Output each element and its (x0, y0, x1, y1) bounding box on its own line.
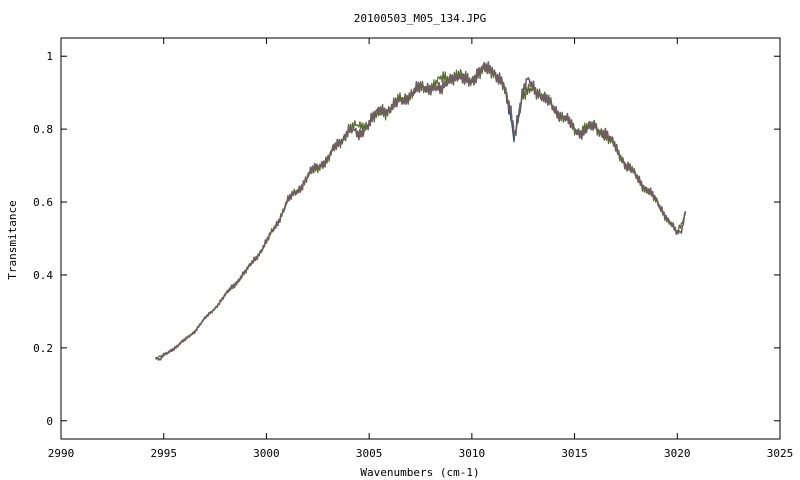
plot-frame (60, 37, 781, 440)
x-tick-label: 3010 (459, 447, 486, 460)
series-layer (154, 61, 687, 361)
x-tick-label: 3020 (664, 447, 691, 460)
x-axis-label: Wavenumbers (cm-1) (360, 466, 479, 479)
y-axis-ticks: 0 0.2 0.4 0.6 0.8 1 (33, 50, 780, 428)
x-tick-label: 2990 (48, 447, 75, 460)
series-line-1 (154, 63, 687, 360)
y-tick-label: 0.8 (33, 123, 53, 136)
y-axis-label: Transmitance (6, 200, 19, 279)
x-axis-ticks: 2990 2995 3000 3005 3010 3015 3020 3025 (48, 38, 794, 460)
x-tick-label: 2995 (150, 447, 177, 460)
y-tick-label: 0.2 (33, 342, 53, 355)
y-tick-label: 0.6 (33, 196, 53, 209)
chart-title: 20100503_M05_134.JPG (354, 12, 486, 25)
series-line-0 (154, 61, 687, 361)
x-tick-label: 3015 (561, 447, 588, 460)
x-tick-label: 3000 (253, 447, 280, 460)
x-tick-label: 3025 (767, 447, 794, 460)
y-tick-label: 0 (46, 415, 53, 428)
x-tick-label: 3005 (356, 447, 383, 460)
y-tick-label: 1 (46, 50, 53, 63)
y-tick-label: 0.4 (33, 269, 53, 282)
